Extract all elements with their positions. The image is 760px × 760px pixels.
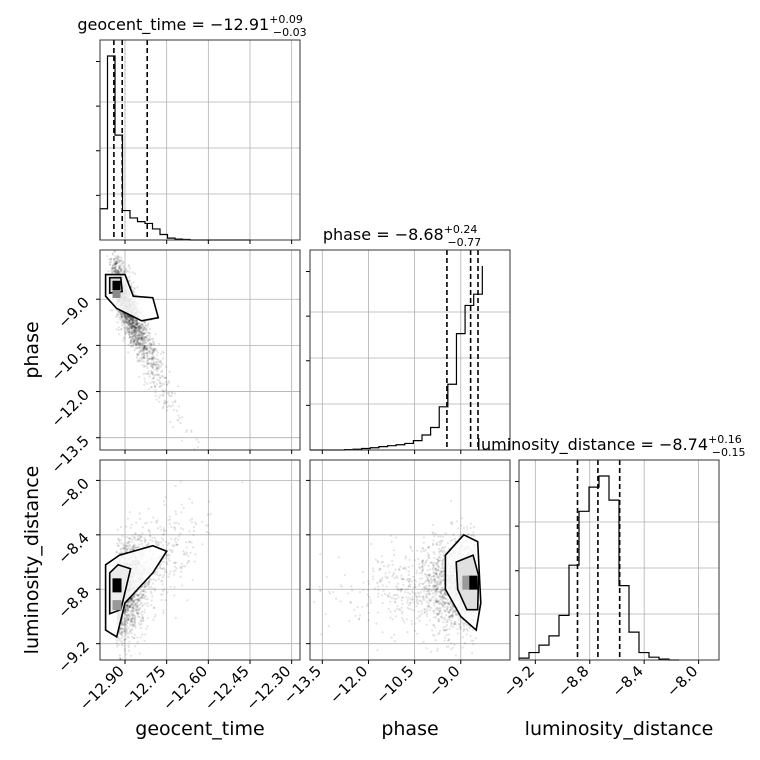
y-tick-label: −8.8 [54,583,92,621]
title-lower-error: −0.03 [273,26,307,39]
density-cell [112,290,121,298]
title-text: geocent_time = −12.91 [77,15,269,35]
x-tick-label: −12.90 [76,662,128,714]
scatter-points [104,250,200,450]
hist-panel-luminosity_distance: luminosity_distance = −8.74+0.16 −0.15 [477,433,746,661]
hist-panel-phase: phase = −8.68+0.24 −0.77 [306,223,511,451]
x-tick-label: −8.0 [663,662,701,700]
x-axis-label-phase: phase [381,718,438,740]
title-upper-error: +0.16 [708,433,742,446]
x-tick-label: −12.60 [159,662,211,714]
density-peak [468,575,478,590]
panel-border [518,459,720,661]
x-tick-label: −12.0 [326,662,371,707]
x-tick-label: −12.45 [201,662,253,714]
hist-panel-geocent_time: geocent_time = −12.91+0.09 −0.03 [77,13,307,241]
density-cell [462,575,470,590]
x-tick-label: −9.2 [500,662,538,700]
y-axis-label-phase: phase [21,321,43,378]
density-peak [112,280,121,291]
panel-title-phase: phase = −8.68+0.24 −0.77 [323,223,481,249]
scatter-panel-geocent-distance [99,459,301,661]
x-axis-label-geocent_time: geocent_time [135,718,264,740]
x-tick-label: −8.4 [609,662,647,700]
title-text: phase = −8.68 [323,225,444,244]
title-text: luminosity_distance = −8.74 [477,435,708,455]
y-tick-label: −10.5 [48,339,93,384]
title-lower-error: −0.77 [447,236,481,249]
density-cell [112,600,122,611]
panel-border [99,39,301,241]
density-peak [112,578,122,593]
scatter-points [310,499,482,657]
y-axis-label-luminosity_distance: luminosity_distance [21,466,43,655]
histogram-step-luminosity_distance [518,475,679,661]
y-tick-label: −9.2 [54,638,92,676]
scatter-panel-phase-distance [309,459,511,661]
title-upper-error: +0.09 [269,13,303,26]
x-tick-label: −12.75 [118,662,170,714]
y-tick-label: −8.4 [54,529,92,567]
y-tick-label: −8.0 [54,475,92,513]
panel-title-geocent_time: geocent_time = −12.91+0.09 −0.03 [77,13,306,39]
panel-border [309,249,511,451]
panel-border [99,459,301,661]
title-lower-error: −0.15 [712,446,746,459]
x-tick-label: −8.8 [554,662,592,700]
y-tick-label: −12.0 [48,386,93,431]
panel-border [309,459,511,661]
panel-title-luminosity_distance: luminosity_distance = −8.74+0.16 −0.15 [477,433,746,459]
scatter-points [104,480,244,660]
y-tick-label: −9.0 [54,293,92,331]
title-upper-error: +0.24 [444,223,478,236]
scatter-panel-geocent-phase [99,249,301,451]
panel-border [99,249,301,451]
y-tick-label: −13.5 [48,432,93,477]
x-tick-label: −9.0 [425,662,463,700]
x-axis-label-luminosity_distance: luminosity_distance [525,718,714,740]
x-tick-label: −10.5 [372,662,417,707]
